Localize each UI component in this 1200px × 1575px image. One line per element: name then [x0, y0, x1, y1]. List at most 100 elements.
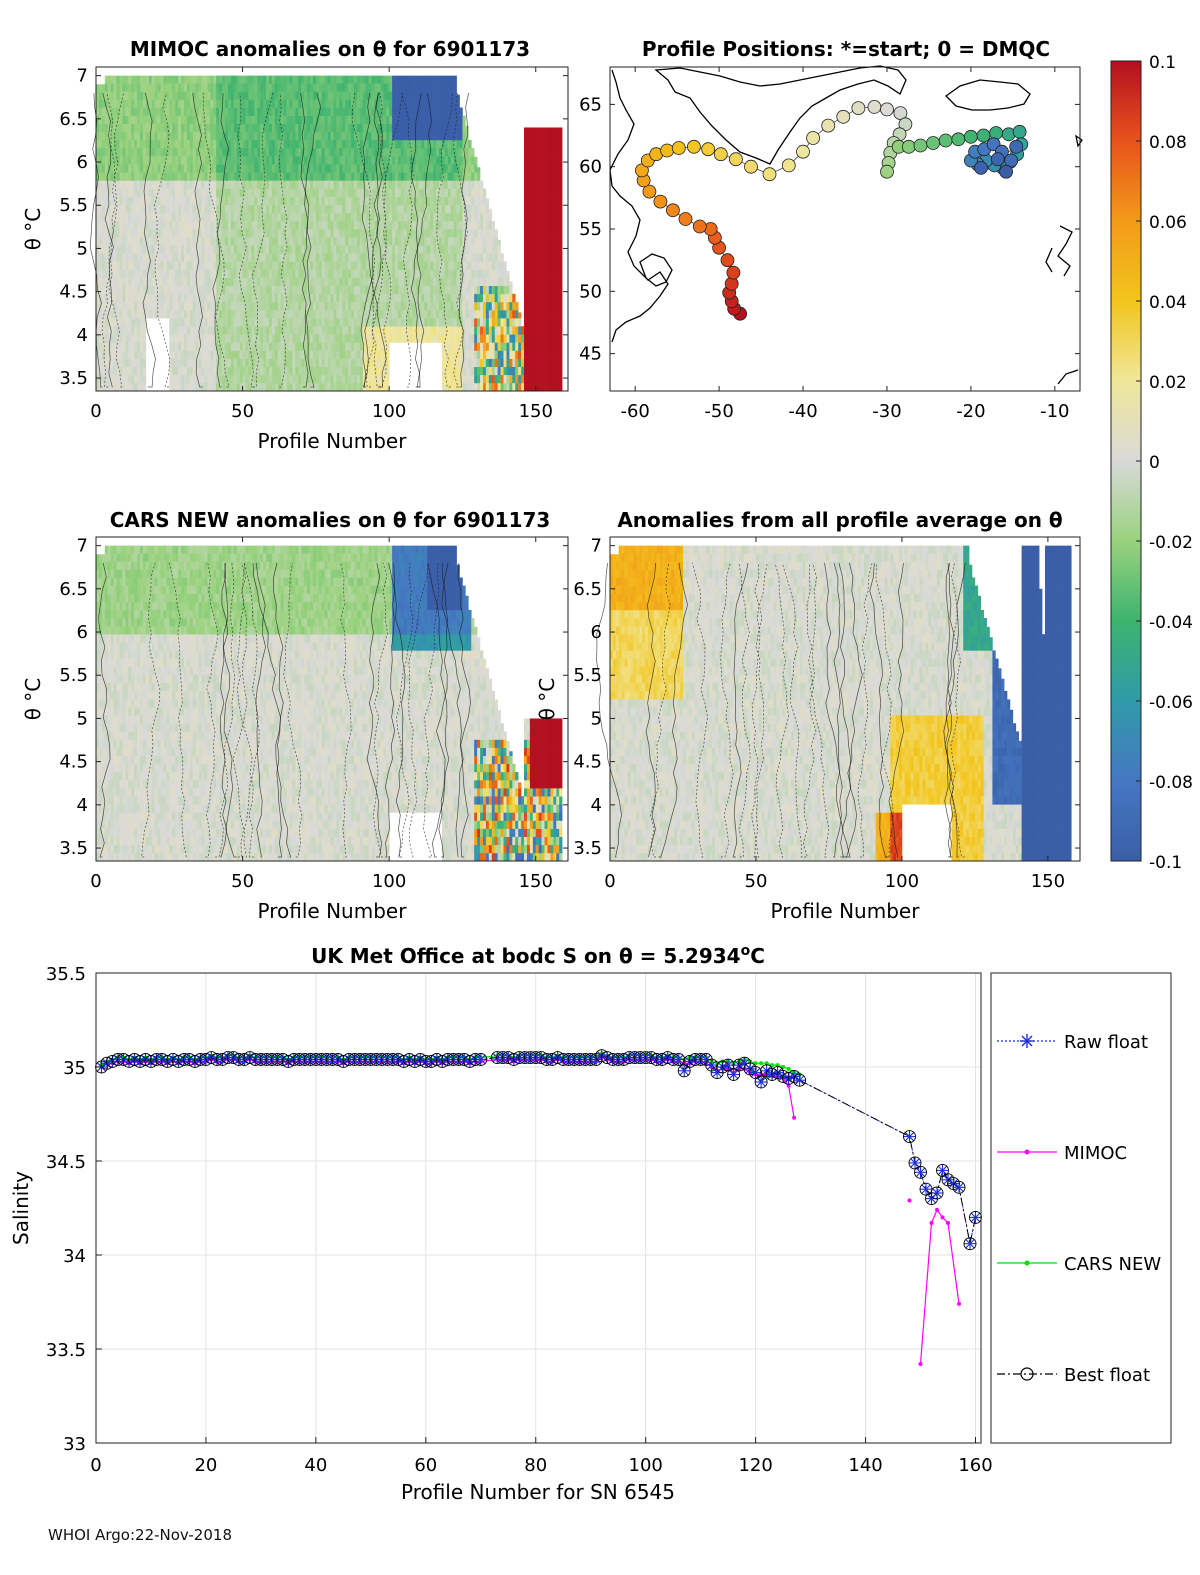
heatmap-cell — [474, 156, 478, 165]
heatmap-cell — [224, 172, 229, 181]
heatmap-cell — [181, 318, 185, 327]
heatmap-cell — [409, 245, 413, 254]
heatmap-cell — [113, 366, 117, 376]
heatmap-cell — [268, 172, 273, 181]
heatmap-cell — [131, 83, 135, 92]
heatmap-cell — [462, 237, 466, 246]
heatmap-cell — [268, 148, 273, 157]
heatmap-cell — [175, 269, 179, 278]
heatmap-cell — [444, 115, 449, 124]
heatmap-cell — [145, 91, 150, 100]
heatmap-cell — [368, 99, 372, 108]
heatmap-cell — [98, 269, 103, 278]
heatmap-cell — [430, 301, 434, 311]
heatmap-cell — [280, 212, 284, 222]
heatmap-cell — [289, 83, 293, 92]
heatmap-cell — [277, 237, 281, 246]
heatmap-cell — [362, 293, 367, 303]
heatmap-cell — [327, 91, 331, 100]
heatmap-cell — [183, 123, 188, 133]
heatmap-cell — [427, 123, 431, 133]
heatmap-cell — [178, 204, 182, 214]
heatmap-cell — [444, 220, 449, 230]
heatmap-cell — [268, 164, 273, 173]
heatmap-cell — [178, 164, 182, 173]
heatmap-cell — [242, 75, 246, 84]
heatmap-cell — [430, 196, 434, 205]
heatmap-cell — [330, 220, 334, 230]
heatmap-cell — [198, 253, 202, 262]
heatmap-cell — [178, 374, 182, 384]
heatmap-cell — [113, 245, 117, 254]
heatmap-cell — [113, 115, 117, 124]
heatmap-cell — [453, 326, 457, 335]
heatmap-cell — [392, 245, 396, 254]
heatmap-cell — [157, 310, 161, 319]
heatmap-cell — [137, 277, 141, 286]
heatmap-cell — [268, 91, 273, 100]
heatmap-cell — [251, 115, 255, 124]
heatmap-cell — [439, 229, 443, 238]
heatmap-cell — [122, 75, 126, 84]
heatmap-cell — [362, 91, 367, 100]
heatmap-cell — [236, 374, 240, 384]
heatmap-cell — [101, 180, 106, 189]
heatmap-cell — [227, 366, 232, 376]
heatmap-cell — [450, 229, 454, 238]
heatmap-cell — [242, 139, 246, 149]
heatmap-cell — [310, 342, 314, 351]
heatmap-cell — [175, 261, 179, 270]
heatmap-cell — [424, 83, 428, 92]
heatmap-cell — [131, 220, 135, 230]
heatmap-cell — [157, 245, 161, 254]
heatmap-cell — [263, 83, 267, 92]
heatmap-cell — [403, 334, 408, 343]
heatmap-cell — [389, 212, 393, 222]
heatmap-cell — [257, 350, 261, 359]
heatmap-cell — [128, 180, 132, 189]
heatmap-cell — [266, 301, 270, 311]
heatmap-cell — [353, 107, 358, 116]
heatmap-cell — [353, 237, 358, 246]
heatmap-cell — [98, 196, 103, 205]
heatmap-cell — [356, 172, 361, 181]
heatmap-cell — [204, 220, 208, 230]
heatmap-cell — [491, 326, 496, 335]
heatmap-cell — [295, 172, 299, 181]
heatmap-cell — [447, 212, 452, 222]
heatmap-cell — [339, 334, 343, 343]
heatmap-cell — [257, 115, 261, 124]
heatmap-cell — [283, 350, 287, 359]
heatmap-cell — [257, 148, 261, 157]
heatmap-cell — [424, 75, 428, 84]
heatmap-cell — [189, 245, 194, 254]
heatmap-cell — [453, 293, 457, 303]
heatmap-cell — [134, 277, 138, 286]
heatmap-cell — [192, 342, 196, 351]
heatmap-cell — [224, 115, 229, 124]
heatmap-cell — [392, 196, 396, 205]
heatmap-cell — [424, 123, 428, 133]
heatmap-cell — [345, 253, 349, 262]
heatmap-cell — [216, 188, 220, 197]
heatmap-cell — [371, 123, 375, 133]
heatmap-cell — [245, 139, 249, 149]
heatmap-cell — [444, 342, 449, 351]
heatmap-cell — [459, 342, 463, 351]
heatmap-cell — [480, 204, 484, 214]
heatmap-cell — [189, 285, 194, 295]
heatmap-cell — [248, 253, 252, 262]
heatmap-cell — [263, 245, 267, 254]
heatmap-cell — [239, 212, 243, 222]
heatmap-cell — [96, 261, 100, 270]
heatmap-cell — [292, 301, 296, 311]
heatmap-cell — [471, 196, 475, 205]
heatmap-cell — [119, 326, 123, 335]
heatmap-cell — [227, 131, 232, 141]
heatmap-cell — [298, 269, 302, 278]
heatmap-cell — [488, 301, 493, 311]
heatmap-cell — [195, 123, 199, 133]
heatmap-cell — [277, 107, 281, 116]
heatmap-cell — [248, 326, 252, 335]
heatmap-cell — [424, 229, 428, 238]
